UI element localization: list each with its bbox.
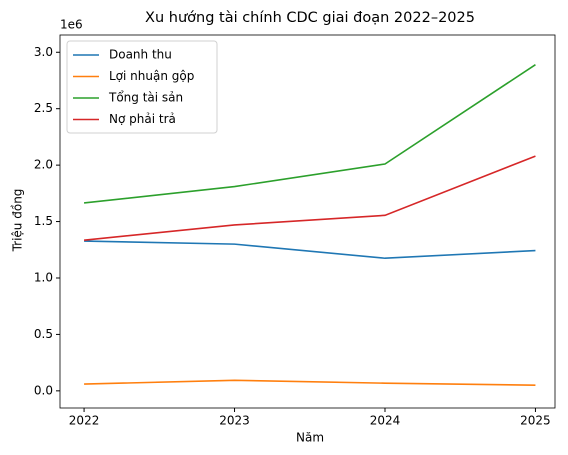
line-series — [83, 64, 536, 204]
x-axis-label: Năm — [296, 431, 324, 445]
x-tick-label: 2023 — [219, 414, 250, 428]
y-axis-label: Triệu đồng — [11, 189, 25, 253]
y-tick-label: 3.0 — [34, 45, 53, 59]
y-tick-label: 0.0 — [34, 383, 53, 397]
legend-label: Tổng tài sản — [108, 91, 183, 105]
y-offset-label: 1e6 — [60, 18, 83, 32]
y-tick-label: 0.5 — [34, 327, 53, 341]
plot-frame — [59, 34, 556, 409]
y-tick-label: 2.0 — [34, 158, 53, 172]
x-tick-label: 2024 — [370, 414, 401, 428]
x-tick-label: 2025 — [520, 414, 551, 428]
y-tick-label: 2.5 — [34, 101, 53, 115]
line-series — [84, 379, 536, 387]
x-tick-label: 2022 — [69, 414, 100, 428]
chart-title: Xu hướng tài chính CDC giai đoạn 2022–20… — [145, 10, 475, 26]
legend-box — [66, 40, 218, 134]
line-series — [83, 155, 536, 241]
y-tick-label: 1.5 — [34, 214, 53, 228]
y-tick-label: 1.0 — [34, 270, 53, 284]
legend-label: Lợi nhuận gộp — [109, 69, 194, 83]
legend-label: Nợ phải trả — [109, 112, 176, 126]
legend-label: Doanh thu — [109, 48, 172, 62]
line-series — [84, 240, 536, 260]
